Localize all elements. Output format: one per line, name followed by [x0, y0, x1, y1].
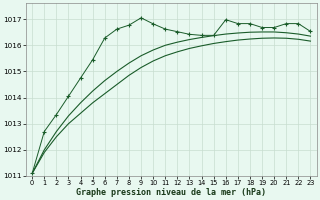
X-axis label: Graphe pression niveau de la mer (hPa): Graphe pression niveau de la mer (hPa): [76, 188, 266, 197]
